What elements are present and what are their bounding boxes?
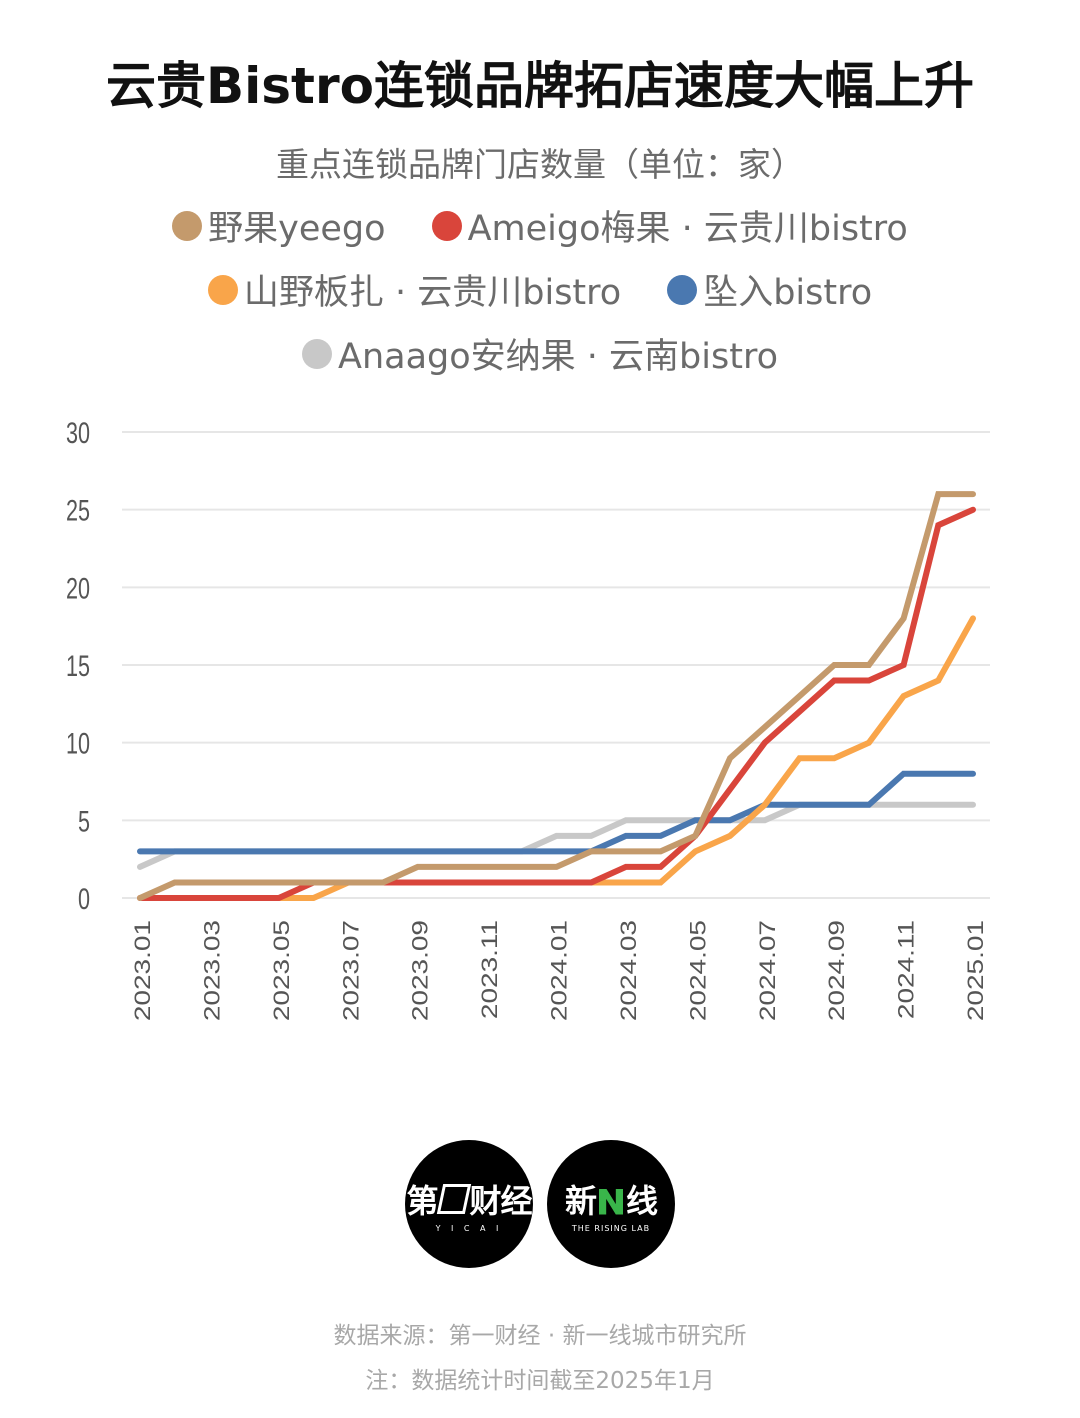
legend-dot-icon xyxy=(667,274,698,305)
x-tick-label: 2024.03 xyxy=(617,920,641,1020)
y-tick-label: 25 xyxy=(66,493,90,527)
legend-dot-icon xyxy=(172,210,203,241)
logos: 第财经 Y I C A I 新线 THE RISING LAB xyxy=(0,1140,1080,1268)
logo-text: 新 xyxy=(564,1181,597,1220)
legend-item-shanye: 山野板扎 · 云贵川bistro xyxy=(207,264,622,315)
legend-item-yeego: 野果yeego xyxy=(172,200,386,251)
x-tick-label: 2024.07 xyxy=(756,920,780,1020)
x-tick-label: 2024.11 xyxy=(894,920,918,1019)
y-tick-label: 0 xyxy=(78,881,90,915)
legend-dot-icon xyxy=(431,210,462,241)
chart-subtitle: 重点连锁品牌门店数量（单位：家） xyxy=(276,145,804,184)
x-tick-label: 2023.03 xyxy=(200,920,224,1020)
rising-lab-logo: 新线 THE RISING LAB xyxy=(547,1140,675,1268)
legend-item-ameigo: Ameigo梅果 · 云贵川bistro xyxy=(431,200,908,251)
x-tick-label: 2023.05 xyxy=(270,920,294,1020)
logo-subtext: THE RISING LAB xyxy=(571,1223,651,1233)
legend-label: 野果yeego xyxy=(208,209,386,249)
legend-label: Anaago安纳果 · 云南bistro xyxy=(338,337,778,377)
series-line xyxy=(137,506,976,901)
series-line xyxy=(137,491,976,901)
legend-label: 坠入bistro xyxy=(703,273,873,313)
series-line xyxy=(137,801,976,870)
x-tick-label: 2025.01 xyxy=(964,920,988,1020)
x-tick-label: 2024.09 xyxy=(825,920,849,1020)
logo-text: 财经 xyxy=(469,1181,533,1220)
legend-label: Ameigo梅果 · 云贵川bistro xyxy=(467,209,908,249)
legend-dot-icon xyxy=(207,274,238,305)
x-tick-label: 2024.05 xyxy=(686,920,710,1020)
logo-text: 线 xyxy=(626,1181,658,1220)
chart-title: 云贵Bistro连锁品牌拓店速度大幅上升 xyxy=(106,57,974,115)
legend-item-anaago: Anaago安纳果 · 云南bistro xyxy=(302,328,778,379)
y-tick-label: 30 xyxy=(66,415,90,449)
x-tick-label: 2023.11 xyxy=(478,920,502,1019)
legend-row-1: 野果yeego Ameigo梅果 · 云贵川bistro xyxy=(0,200,1080,251)
yicai-mark-icon xyxy=(436,1183,471,1214)
legend-label: 山野板扎 · 云贵川bistro xyxy=(243,273,622,313)
legend-row-2: 山野板扎 · 云贵川bistro 坠入bistro xyxy=(0,264,1080,315)
data-note: 注：数据统计时间截至2025年1月 xyxy=(365,1368,715,1394)
y-tick-label: 10 xyxy=(66,726,90,760)
series-line xyxy=(137,770,976,855)
x-tick-label: 2023.01 xyxy=(131,920,155,1020)
x-tick-label: 2023.07 xyxy=(339,920,363,1020)
legend-dot-icon xyxy=(302,338,333,369)
legend-row-3: Anaago安纳果 · 云南bistro xyxy=(0,328,1080,379)
y-tick-label: 5 xyxy=(78,804,90,838)
yicai-logo: 第财经 Y I C A I xyxy=(405,1140,533,1268)
data-source: 数据来源：第一财经 · 新一线城市研究所 xyxy=(333,1323,747,1349)
line-chart: 0 5 10 15 20 25 30 2023.01 2023.03 2023.05 2023.07… xyxy=(66,415,990,1020)
y-tick-label: 15 xyxy=(66,648,90,682)
series-line xyxy=(137,615,976,901)
y-tick-label: 20 xyxy=(66,571,90,605)
rising-lab-mark-icon xyxy=(599,1188,623,1215)
x-tick-label: 2024.01 xyxy=(547,920,571,1020)
logo-subtext: Y I C A I xyxy=(435,1223,503,1233)
logo-text: 第 xyxy=(406,1181,438,1220)
legend-item-zhuiru: 坠入bistro xyxy=(667,264,872,315)
x-tick-label: 2023.09 xyxy=(409,920,433,1020)
